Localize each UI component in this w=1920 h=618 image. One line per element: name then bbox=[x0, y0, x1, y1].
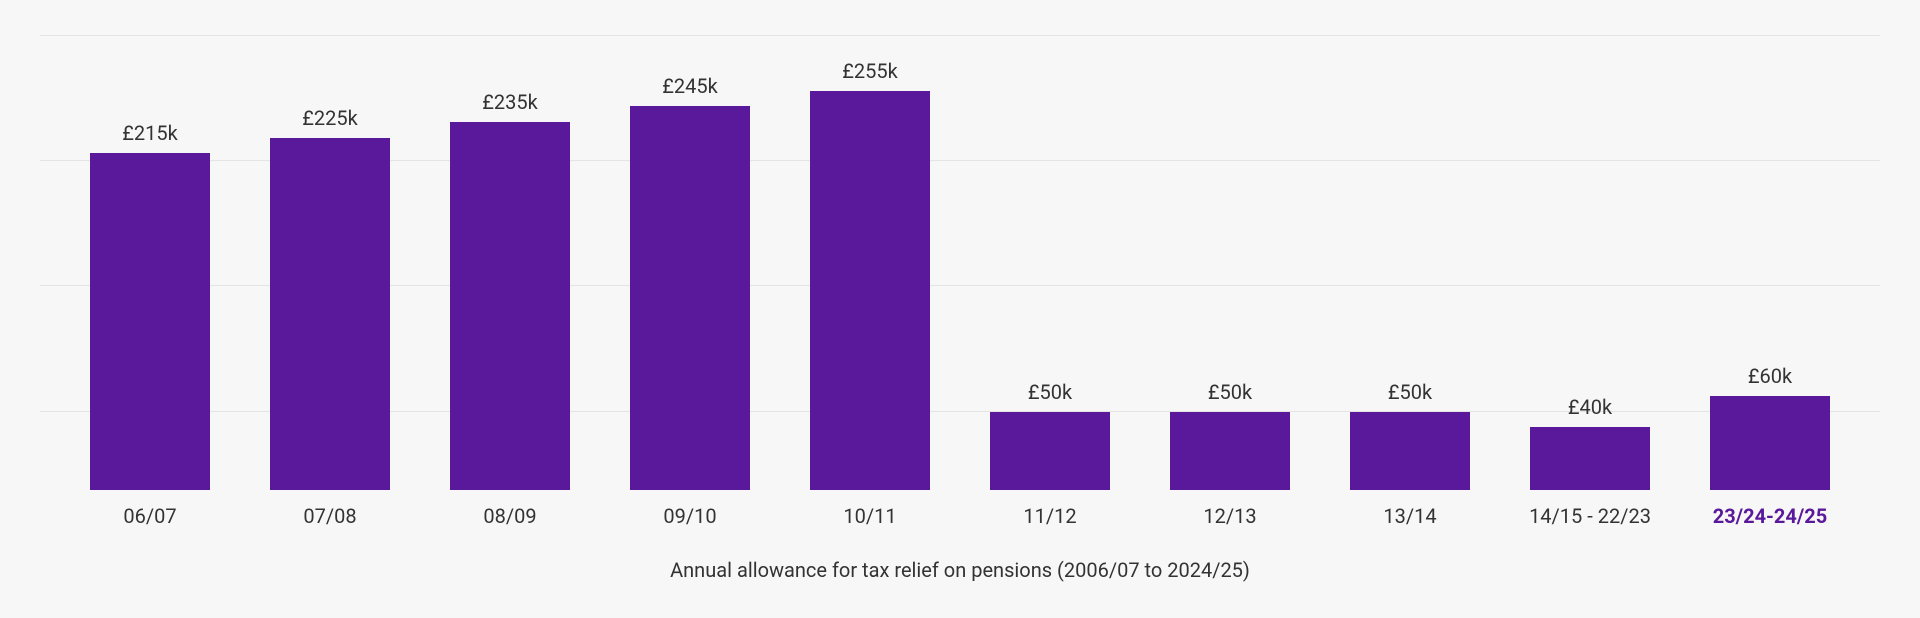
bar-rect bbox=[90, 153, 210, 490]
x-axis-label: 12/13 bbox=[1140, 504, 1320, 528]
x-axis-label: 10/11 bbox=[780, 504, 960, 528]
bar-value-label: £50k bbox=[1388, 380, 1432, 404]
x-axis-label: 09/10 bbox=[600, 504, 780, 528]
x-axis-label: 23/24-24/25 bbox=[1680, 504, 1860, 528]
chart-caption: Annual allowance for tax relief on pensi… bbox=[40, 558, 1880, 582]
bar-value-label: £50k bbox=[1208, 380, 1252, 404]
bar-rect bbox=[450, 122, 570, 490]
x-axis-label: 07/08 bbox=[240, 504, 420, 528]
plot-area: £215k £225k £235k £245k £255k £50k £50k £50k £40… bbox=[40, 20, 1880, 490]
bar-column: £50k bbox=[1140, 20, 1320, 490]
bar-column: £60k bbox=[1680, 20, 1860, 490]
bar-rect bbox=[270, 138, 390, 491]
bar-column: £245k bbox=[600, 20, 780, 490]
bar-column: £215k bbox=[60, 20, 240, 490]
x-axis-label: 13/14 bbox=[1320, 504, 1500, 528]
bar-column: £40k bbox=[1500, 20, 1680, 490]
bar-rect bbox=[1530, 427, 1650, 490]
bar-column: £235k bbox=[420, 20, 600, 490]
x-axis-label: 06/07 bbox=[60, 504, 240, 528]
x-axis: 06/0707/0808/0909/1010/1111/1212/1313/14… bbox=[40, 490, 1880, 528]
bar-rect bbox=[1710, 396, 1830, 490]
x-axis-label: 08/09 bbox=[420, 504, 600, 528]
bar-rect bbox=[810, 91, 930, 491]
bar-rect bbox=[630, 106, 750, 490]
bar-value-label: £60k bbox=[1748, 364, 1792, 388]
bar-group: £215k £225k £235k £245k £255k £50k £50k £50k £40… bbox=[40, 20, 1880, 490]
bar-column: £50k bbox=[1320, 20, 1500, 490]
bar-value-label: £245k bbox=[662, 74, 718, 98]
bar-column: £50k bbox=[960, 20, 1140, 490]
bar-column: £255k bbox=[780, 20, 960, 490]
bar-value-label: £225k bbox=[302, 106, 358, 130]
bar-value-label: £255k bbox=[842, 59, 898, 83]
bar-rect bbox=[990, 412, 1110, 490]
x-axis-label: 14/15 - 22/23 bbox=[1500, 504, 1680, 528]
bar-rect bbox=[1350, 412, 1470, 490]
x-axis-label: 11/12 bbox=[960, 504, 1140, 528]
pension-allowance-chart: £215k £225k £235k £245k £255k £50k £50k £50k £40… bbox=[0, 20, 1920, 618]
bar-rect bbox=[1170, 412, 1290, 490]
bar-column: £225k bbox=[240, 20, 420, 490]
bar-value-label: £235k bbox=[482, 90, 538, 114]
bar-value-label: £215k bbox=[122, 121, 178, 145]
bar-value-label: £50k bbox=[1028, 380, 1072, 404]
bar-value-label: £40k bbox=[1568, 395, 1612, 419]
